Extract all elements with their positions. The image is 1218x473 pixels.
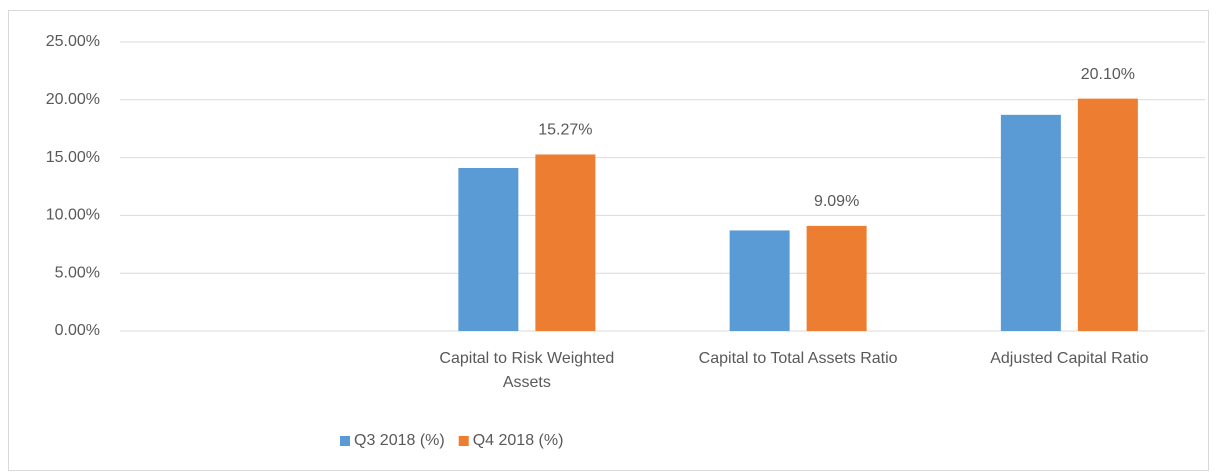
y-tick-label: 0.00% [55,322,100,339]
data-label: 15.27% [538,122,592,139]
bar [458,168,519,331]
legend-swatch [458,436,469,446]
x-tick-label: Capital to Risk Weighted Assets [439,350,615,391]
bar [1000,114,1061,331]
bar [1077,98,1138,331]
data-label: 20.10% [1081,66,1135,83]
x-tick-label: Capital to Total Assets Ratio [698,350,898,367]
y-tick-label: 25.00% [46,33,100,50]
y-tick-label: 15.00% [46,149,100,166]
legend-label: Q3 2018 (%) [354,432,445,449]
data-label: 9.09% [814,193,859,210]
y-tick-label: 20.00% [46,91,100,108]
y-tick-label: 10.00% [46,207,100,224]
x-tick-label: Adjusted Capital Ratio [990,350,1149,367]
bar [806,225,867,331]
legend-label: Q4 2018 (%) [473,432,564,449]
bar [535,154,596,331]
legend-swatch [340,436,350,446]
y-tick-label: 5.00% [55,264,100,281]
bar [729,230,790,331]
